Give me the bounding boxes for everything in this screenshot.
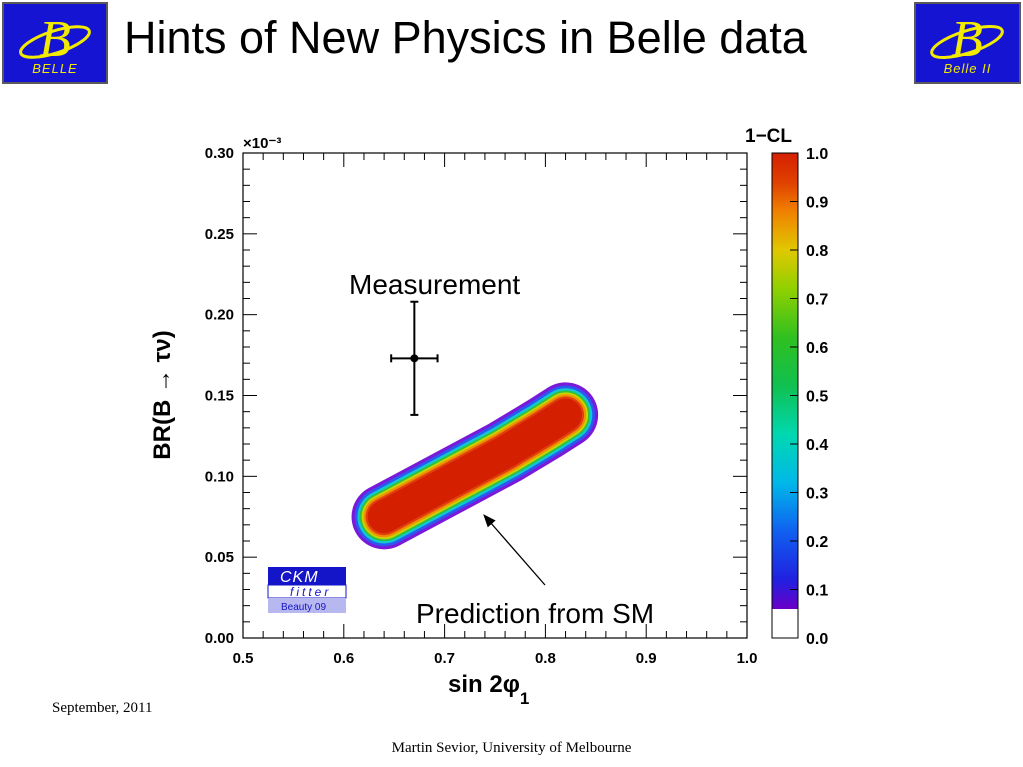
colorbar-tick-label: 0.0 [806, 631, 828, 648]
x-tick-label: 0.6 [333, 650, 354, 667]
y-exponent-label: ×10⁻³ [243, 135, 281, 152]
fitter-text: fitter [290, 585, 331, 599]
colorbar-tick-label: 0.1 [806, 583, 828, 600]
x-axis-title-subscript: 1 [520, 689, 529, 708]
colorbar-tick-label: 0.4 [806, 437, 828, 454]
beauty-text: Beauty 09 [281, 602, 326, 613]
belle-logo: B BELLE [2, 2, 108, 84]
y-tick-label: 0.00 [205, 630, 234, 647]
y-tick-label: 0.20 [205, 307, 234, 324]
y-axis-title: BR(B → τν) [149, 330, 176, 459]
prediction-arrow [483, 514, 546, 586]
y-tick-label: 0.30 [205, 145, 234, 162]
y-tick-label: 0.25 [205, 226, 234, 243]
measurement-label: Measurement [349, 269, 520, 300]
colorbar-tick-label: 0.3 [806, 486, 828, 503]
prediction-region [351, 382, 599, 550]
plot-area [242, 152, 748, 639]
measurement-point [390, 300, 439, 416]
colorbar-tick-label: 0.2 [806, 534, 828, 551]
y-tick-label: 0.10 [205, 468, 234, 485]
ckm-text: CKM [280, 569, 319, 586]
y-axis: 0.00 0.05 0.10 0.15 0.20 0.25 0.30 [205, 145, 747, 647]
prediction-label: Prediction from SM [416, 598, 654, 629]
belle-logo-text: BELLE [32, 61, 78, 76]
colorbar-tick-label: 0.5 [806, 389, 828, 406]
svg-text:B: B [39, 11, 71, 68]
ckmfitter-badge: CKM fitter Beauty 09 [267, 567, 347, 613]
colorbar-axis: 0.0 0.1 0.2 0.3 0.4 0.5 0.6 0.7 0.8 0.9 1.0 [790, 146, 828, 648]
colorbar-tick-label: 1.0 [806, 146, 828, 163]
measurement-marker [410, 354, 419, 363]
belle2-logo: B Belle II [914, 2, 1021, 84]
x-tick-label: 0.9 [636, 650, 657, 667]
x-tick-label: 0.5 [233, 650, 254, 667]
x-axis: 0.5 0.6 0.7 0.8 0.9 1.0 [233, 153, 758, 667]
y-tick-label: 0.15 [205, 388, 234, 405]
x-tick-label: 1.0 [737, 650, 758, 667]
colorbar-tick-label: 0.6 [806, 340, 828, 357]
x-tick-label: 0.8 [535, 650, 556, 667]
x-tick-label: 0.7 [434, 650, 455, 667]
belle2-logo-text: Belle II [943, 61, 992, 76]
footer-date: September, 2011 [52, 700, 153, 716]
colorbar-tick-label: 0.8 [806, 243, 828, 260]
x-axis-title: sin 2φ1 [448, 671, 529, 708]
colorbar-tick-label: 0.9 [806, 195, 828, 212]
slide-title: Hints of New Physics in Belle data [124, 12, 807, 63]
region-contour [367, 398, 582, 534]
footer-author: Martin Sevior, University of Melbourne [391, 740, 632, 756]
colorbar-tick-label: 0.7 [806, 292, 828, 309]
y-tick-label: 0.05 [205, 549, 234, 566]
svg-text:B: B [951, 11, 983, 68]
colorbar-title: 1−CL [745, 126, 792, 147]
